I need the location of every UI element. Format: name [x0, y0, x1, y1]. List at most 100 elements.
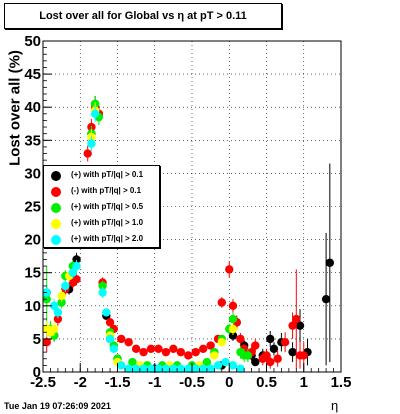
data-point [210, 351, 219, 360]
x-tick-label: 1 [300, 374, 308, 391]
data-point [161, 347, 171, 357]
data-point [176, 364, 186, 373]
grid-lines [43, 41, 341, 372]
data-point [273, 354, 282, 363]
data-point [124, 338, 133, 347]
data-markers [42, 95, 335, 373]
x-tick-label: 1.5 [331, 374, 352, 391]
data-point [228, 314, 238, 324]
data-point [295, 321, 305, 330]
data-point [243, 351, 253, 360]
data-point [90, 109, 100, 119]
legend-marker-icon [51, 187, 61, 197]
data-point [228, 361, 238, 370]
data-point [321, 294, 331, 304]
data-point [57, 298, 66, 307]
data-point [72, 261, 81, 271]
data-point [109, 344, 118, 354]
data-point [292, 314, 301, 324]
x-tick-label: -2 [74, 374, 87, 391]
data-point [169, 364, 178, 373]
data-point [262, 351, 271, 360]
y-tick-label: 15 [24, 265, 41, 282]
data-point [154, 344, 163, 354]
data-point [206, 341, 215, 350]
data-point [221, 357, 230, 367]
data-point [105, 334, 115, 344]
data-point [128, 357, 137, 367]
data-point [236, 364, 245, 373]
data-point [117, 334, 126, 344]
legend-marker-icon [51, 219, 61, 229]
data-point [124, 364, 133, 373]
data-point [154, 364, 163, 373]
y-tick-label: 5 [33, 331, 41, 348]
data-point [61, 281, 70, 291]
data-point [72, 275, 81, 284]
data-point [213, 361, 223, 370]
data-point [225, 265, 234, 274]
data-point [228, 301, 238, 310]
data-point [191, 347, 200, 357]
timestamp: Tue Jan 19 07:26:09 2021 [4, 401, 111, 411]
data-point [288, 321, 297, 330]
axis-ticks: -2.5 -2 -1.5 -1 -0.5 0 0.5 1 1.5 0 5 10 15 20 25 30 35 40… [24, 33, 351, 391]
series-4 [42, 105, 245, 373]
y-tick-label: 30 [24, 165, 41, 182]
legend-entry: (+) with pT/|q| > 0.5 [44, 201, 159, 215]
x-tick-label: -1.5 [105, 374, 131, 391]
x-tick-label: 0.5 [256, 374, 277, 391]
legend-label: (+) with pT/|q| > 0.5 [71, 202, 144, 211]
data-point [68, 268, 78, 277]
y-tick-label: 20 [24, 232, 41, 249]
data-point [184, 364, 193, 373]
data-point [42, 338, 51, 347]
data-point [102, 308, 111, 317]
data-point [266, 334, 275, 344]
data-point [98, 288, 107, 297]
x-tick-label: -0.5 [179, 374, 205, 391]
data-point [49, 324, 59, 334]
legend-entry: (+) with pT/|q| > 1.0 [44, 217, 159, 231]
data-point [217, 298, 226, 307]
data-point [325, 258, 335, 267]
data-point [198, 344, 208, 354]
legend-entry: (-) with pT/|q| > 0.1 [44, 185, 159, 199]
y-tick-label: 40 [24, 99, 41, 116]
y-axis-label: Lost over all (%) [6, 50, 24, 166]
series-1 [42, 99, 308, 369]
x-tick-label: -2.5 [30, 374, 56, 391]
legend-marker-icon [51, 203, 61, 213]
data-point [269, 344, 279, 354]
y-tick-label: 10 [24, 298, 41, 315]
data-point [53, 314, 63, 324]
x-axis-label: η [331, 398, 339, 413]
data-point [266, 357, 275, 367]
data-point [198, 364, 208, 373]
data-point [146, 344, 156, 354]
chart-title-box: Lost over all for Global vs η at pT > 0.… [4, 3, 282, 29]
x-tick-label: 0 [225, 374, 233, 391]
data-point [236, 334, 245, 344]
data-point [228, 331, 238, 340]
data-point [87, 139, 96, 148]
data-point [98, 281, 107, 291]
data-point [57, 291, 66, 301]
data-point [49, 301, 59, 310]
y-tick-label: 50 [24, 33, 41, 50]
x-tick-label: -1 [148, 374, 161, 391]
data-point [105, 318, 115, 327]
legend: (+) with pT/|q| > 0.1 (-) with pT/|q| > … [43, 165, 160, 248]
legend-label: (+) with pT/|q| > 0.1 [71, 170, 144, 179]
legend-label: (-) with pT/|q| > 0.1 [71, 186, 142, 195]
legend-entry: (+) with pT/|q| > 2.0 [44, 233, 159, 247]
legend-marker-icon [51, 171, 61, 181]
data-point [176, 347, 186, 357]
y-tick-label: 0 [33, 364, 41, 381]
legend-entry: (+) with pT/|q| > 0.1 [44, 169, 159, 183]
y-tick-label: 25 [24, 199, 41, 216]
data-point [161, 364, 171, 373]
data-point [206, 364, 215, 373]
data-point [184, 351, 193, 360]
data-point [280, 338, 290, 347]
